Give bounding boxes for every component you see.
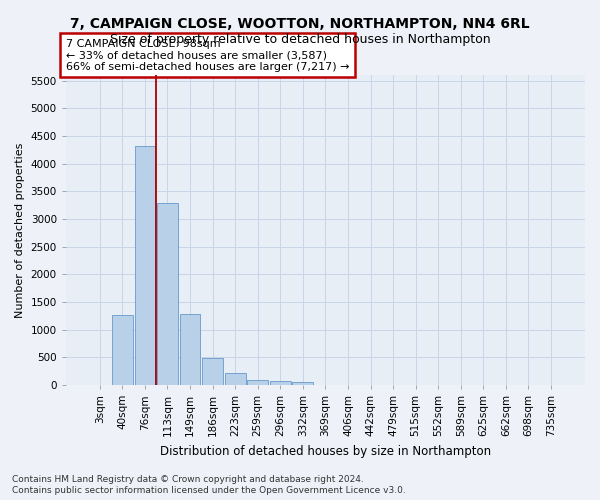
- Bar: [292, 382, 313, 385]
- Bar: [179, 314, 200, 385]
- Bar: [225, 374, 245, 385]
- Bar: [247, 380, 268, 385]
- Text: Contains public sector information licensed under the Open Government Licence v3: Contains public sector information licen…: [12, 486, 406, 495]
- Text: 7, CAMPAIGN CLOSE, WOOTTON, NORTHAMPTON, NN4 6RL: 7, CAMPAIGN CLOSE, WOOTTON, NORTHAMPTON,…: [70, 18, 530, 32]
- Bar: [202, 358, 223, 385]
- Text: Contains HM Land Registry data © Crown copyright and database right 2024.: Contains HM Land Registry data © Crown c…: [12, 474, 364, 484]
- Bar: [270, 381, 290, 385]
- Text: Size of property relative to detached houses in Northampton: Size of property relative to detached ho…: [110, 32, 490, 46]
- Bar: [157, 202, 178, 385]
- Bar: [134, 146, 155, 385]
- Y-axis label: Number of detached properties: Number of detached properties: [15, 142, 25, 318]
- X-axis label: Distribution of detached houses by size in Northampton: Distribution of detached houses by size …: [160, 444, 491, 458]
- Bar: [112, 315, 133, 385]
- Text: 7 CAMPAIGN CLOSE: 98sqm
← 33% of detached houses are smaller (3,587)
66% of semi: 7 CAMPAIGN CLOSE: 98sqm ← 33% of detache…: [66, 38, 349, 72]
